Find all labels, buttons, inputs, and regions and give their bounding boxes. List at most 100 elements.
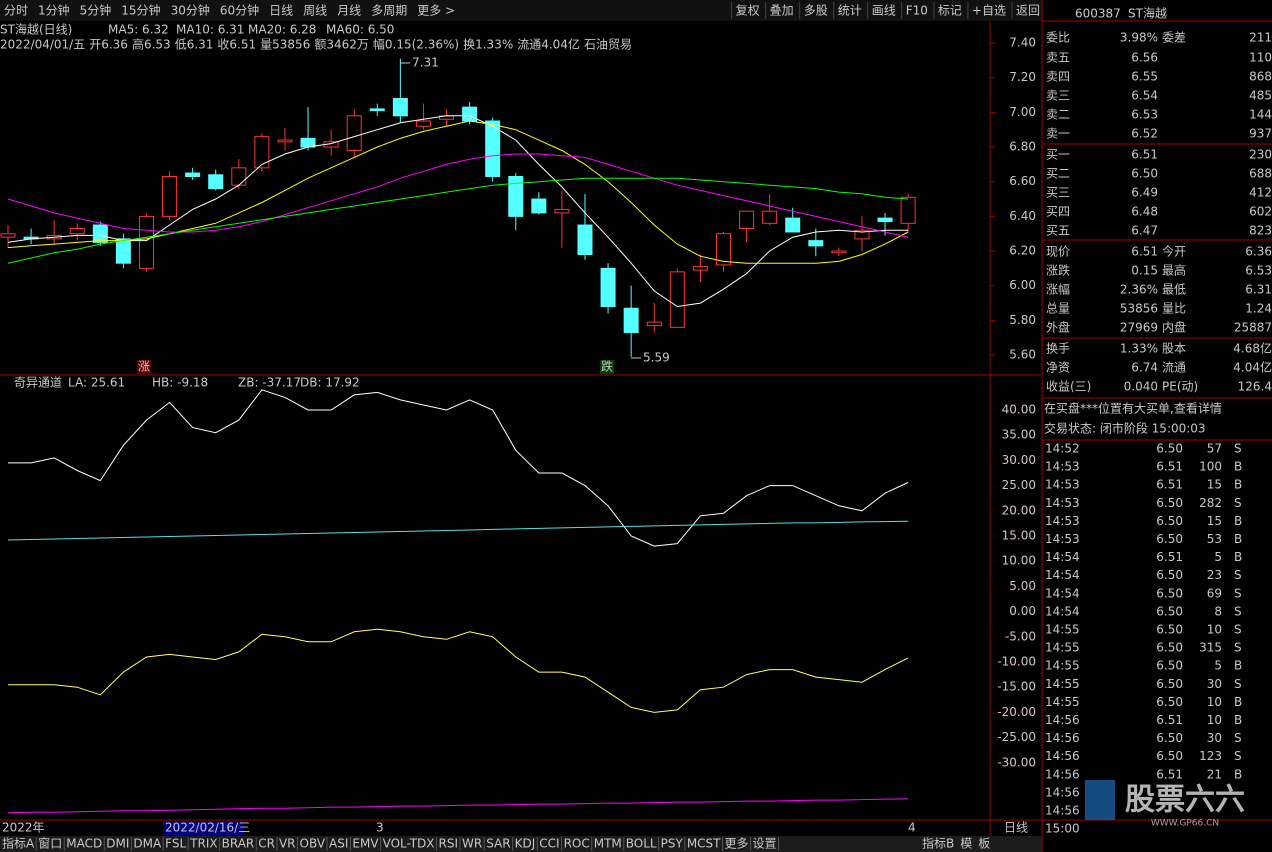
period-button[interactable]: 分时: [4, 4, 28, 18]
legend-item: DB: 17.92: [300, 376, 360, 390]
tick-side: S: [1234, 641, 1242, 655]
candle-body: [369, 108, 385, 112]
tick-time: 14:56: [1045, 731, 1080, 745]
indicator-tab[interactable]: SAR: [486, 837, 510, 851]
period-button[interactable]: 周线: [303, 4, 327, 18]
tick-time: 14:56: [1045, 785, 1080, 799]
indicator-tab[interactable]: 指标A: [2, 836, 35, 851]
tool-button[interactable]: 画线: [872, 4, 896, 18]
indicator-tab[interactable]: CR: [258, 837, 275, 851]
indicator-tab[interactable]: VR: [279, 837, 296, 851]
book-price: 6.49: [1131, 186, 1158, 200]
indicator-tab[interactable]: DMI: [106, 837, 129, 851]
indicator-tab[interactable]: OBV: [300, 837, 326, 851]
indicator-tab[interactable]: EMV: [352, 837, 379, 851]
tool-button[interactable]: 多股: [804, 4, 828, 18]
legend-item: MA10: 6.31: [176, 23, 244, 37]
candle-body: [462, 106, 478, 122]
tool-button[interactable]: 返回: [1016, 4, 1040, 18]
period-button[interactable]: 更多 >: [417, 4, 455, 18]
indicator-tab[interactable]: RSI: [439, 837, 459, 851]
indicator-tab[interactable]: 设置: [753, 837, 777, 851]
y-tick-label: 25.00: [1002, 478, 1036, 492]
tick-price: 6.51: [1156, 460, 1183, 474]
indicator-tab[interactable]: WR: [462, 837, 482, 851]
indicator-tab[interactable]: KDJ: [515, 837, 536, 851]
tool-button[interactable]: 叠加: [770, 4, 794, 18]
indicator-tab[interactable]: CCI: [539, 837, 559, 851]
candle-body: [577, 224, 593, 256]
candle-body: [600, 267, 616, 308]
tool-button[interactable]: +自选: [972, 4, 1006, 18]
tick-volume: 8: [1214, 604, 1222, 618]
x-label: 4: [908, 821, 916, 835]
indicator-tab[interactable]: MCST: [687, 837, 721, 851]
book-price: 6.55: [1131, 70, 1158, 84]
x-label: 2022/02/16/三: [165, 821, 250, 835]
book-price: 6.54: [1131, 89, 1158, 103]
tool-button[interactable]: 复权: [736, 4, 760, 18]
candle-body: [162, 176, 178, 217]
tick-price: 6.50: [1156, 532, 1183, 546]
period-button[interactable]: 日线: [269, 4, 293, 18]
info-item: 高6.53: [132, 37, 171, 52]
info-item: 石油贸易: [584, 38, 632, 52]
indicator-tab[interactable]: 更多: [725, 837, 749, 851]
stat-label: 净资: [1046, 361, 1070, 375]
period-button[interactable]: 60分钟: [220, 3, 259, 18]
tick-side: S: [1234, 604, 1242, 618]
indicator-tab[interactable]: MTM: [594, 837, 622, 851]
candle-body: [715, 233, 731, 266]
template-tab[interactable]: 模: [960, 837, 972, 851]
indicator-tab[interactable]: ASI: [329, 837, 348, 851]
stat-value: 6.74: [1131, 361, 1158, 375]
stock-name: ST海越: [1128, 6, 1167, 21]
indicator-tab[interactable]: VOL-TDX: [383, 837, 435, 851]
indicator-tab[interactable]: DMA: [133, 837, 162, 851]
indicator-tab[interactable]: FSL: [165, 837, 186, 851]
indicator-tab[interactable]: TRIX: [189, 837, 217, 851]
y-tick-label: 30.00: [1002, 453, 1036, 467]
candle-body: [415, 120, 431, 127]
tool-button[interactable]: F10: [906, 4, 928, 18]
stat-value: 2.36%: [1120, 283, 1158, 297]
info-item: 流通4.04亿: [517, 37, 580, 52]
tick-price: 6.51: [1156, 713, 1183, 727]
notice[interactable]: 在买盘***位置有大买单,查看详情: [1044, 401, 1222, 416]
template-tab[interactable]: 指标B: [922, 836, 954, 851]
tick-price: 6.50: [1156, 604, 1183, 618]
period-button[interactable]: 5分钟: [80, 3, 112, 18]
candle-body: [831, 250, 847, 254]
indicator-tab[interactable]: 窗口: [38, 837, 62, 851]
period-button[interactable]: 1分钟: [38, 3, 70, 18]
book-level: 买四: [1046, 205, 1070, 219]
tick-time: 14:54: [1045, 586, 1080, 600]
indicator-tab[interactable]: ROC: [564, 837, 590, 851]
period-button[interactable]: 15分钟: [121, 3, 160, 18]
tick-volume: 15: [1207, 514, 1222, 528]
y-tick-label: -10.00: [997, 654, 1036, 668]
stat-value: 27969: [1120, 321, 1158, 335]
cursor-date-bg: [163, 821, 243, 835]
tick-time: 14:56: [1045, 767, 1080, 781]
indicator-tab[interactable]: BOLL: [626, 837, 657, 851]
stat-label: 量比: [1162, 302, 1186, 316]
period-button[interactable]: 月线: [337, 4, 361, 18]
indicator-tab[interactable]: PSY: [661, 837, 684, 851]
period-button[interactable]: 多周期: [371, 4, 407, 18]
indicator-tab[interactable]: BRAR: [222, 837, 255, 851]
template-tab[interactable]: 板: [978, 837, 990, 851]
tick-price: 6.50: [1156, 731, 1183, 745]
tick-side: S: [1234, 496, 1242, 510]
tool-button[interactable]: 统计: [838, 4, 862, 18]
tick-price: 6.50: [1156, 623, 1183, 637]
info-item: 换1.33%: [463, 38, 513, 52]
candle-body: [739, 210, 755, 230]
indicator-tab[interactable]: MACD: [66, 837, 102, 851]
tool-button[interactable]: 标记: [938, 4, 962, 18]
candle-body: [785, 217, 801, 233]
period-button[interactable]: 30分钟: [171, 3, 210, 18]
tick-volume: 23: [1207, 568, 1222, 582]
tick-side: B: [1234, 550, 1242, 564]
rise-marker: 涨: [138, 359, 150, 374]
